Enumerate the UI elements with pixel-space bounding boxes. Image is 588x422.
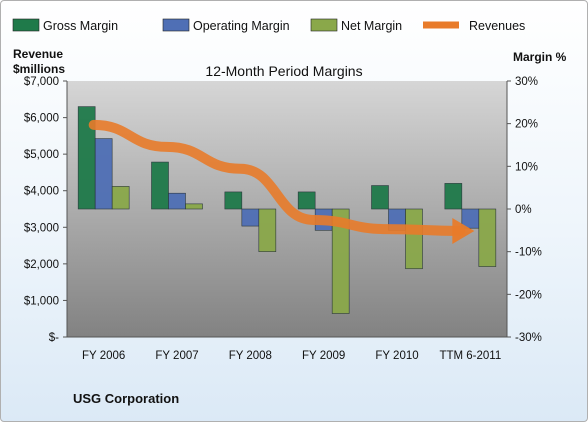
bars-group xyxy=(77,106,497,314)
bar-gross-margin-fy-2007 xyxy=(151,161,169,210)
bar-net-margin-fy-2006 xyxy=(111,186,130,210)
left-tick-label: $3,000 xyxy=(24,222,59,234)
x-tick-label-fy-2008: FY 2008 xyxy=(229,350,272,362)
x-tick-label-fy-2006: FY 2006 xyxy=(82,350,125,362)
left-tick-label: $2,000 xyxy=(24,259,59,271)
left-tick-label: $4,000 xyxy=(24,186,59,198)
legend-swatch-gross-margin xyxy=(12,18,40,32)
left-tick-label: $1,000 xyxy=(24,295,59,307)
bar-gross-margin-fy-2010 xyxy=(371,185,389,210)
left-tick-label: $7,000 xyxy=(24,76,59,88)
legend-swatch-net-margin xyxy=(310,18,338,32)
right-tick-label: 30% xyxy=(515,76,538,88)
bar-net-margin-fy-2009 xyxy=(331,208,350,314)
bar-operating-margin-fy-2008 xyxy=(241,208,260,227)
right-tick-label: 20% xyxy=(515,119,538,131)
legend-swatch-operating-margin xyxy=(162,18,190,32)
right-tick-label: 0% xyxy=(515,204,532,216)
bar-net-margin-fy-2010 xyxy=(405,208,423,270)
right-tick-label: -20% xyxy=(515,289,542,301)
revenue-arrowhead xyxy=(452,217,475,244)
axes-group: $- $1,000 $2,000 $3,000 $4,000 $5,000 $6,000 $7… xyxy=(24,76,542,362)
left-axis-title-line1: Revenue xyxy=(13,47,63,61)
company-name: USG Corporation xyxy=(73,391,179,406)
left-axis-title-line2: $millions xyxy=(13,62,65,76)
right-tick-label: 10% xyxy=(515,161,538,173)
bar-operating-margin-fy-2006 xyxy=(94,138,113,210)
x-tick-label-ttm-6-2011: TTM 6-2011 xyxy=(439,350,501,362)
bar-operating-margin-fy-2007 xyxy=(168,192,186,210)
bar-gross-margin-fy-2008 xyxy=(224,191,243,210)
x-tick-label-fy-2007: FY 2007 xyxy=(155,350,198,362)
bar-gross-margin-fy-2009 xyxy=(297,191,316,210)
bar-net-margin-fy-2008 xyxy=(258,208,277,252)
legend-label-operating-margin: Operating Margin xyxy=(193,19,290,33)
bar-gross-margin-ttm-6-2011 xyxy=(444,183,463,210)
legend-label-revenues: Revenues xyxy=(469,19,525,33)
left-tick-label: $5,000 xyxy=(24,149,59,161)
bar-net-margin-fy-2007 xyxy=(185,203,203,210)
right-axis-title: Margin % xyxy=(513,50,567,64)
right-tick-label: -10% xyxy=(515,247,542,259)
legend-label-net-margin: Net Margin xyxy=(341,19,402,33)
x-tick-label-fy-2010: FY 2010 xyxy=(375,350,418,362)
x-tick-label-fy-2009: FY 2009 xyxy=(302,350,345,362)
left-tick-label: $6,000 xyxy=(24,113,59,125)
left-tick-label: $- xyxy=(49,332,59,344)
bar-net-margin-ttm-6-2011 xyxy=(478,208,497,267)
revenue-line-group xyxy=(88,119,475,244)
legend-label-gross-margin: Gross Margin xyxy=(43,19,118,33)
chart-title: 12-Month Period Margins xyxy=(205,63,362,79)
legend: Gross Margin Operating Margin Net Margin Re… xyxy=(12,18,525,33)
right-tick-label: -30% xyxy=(515,332,542,344)
